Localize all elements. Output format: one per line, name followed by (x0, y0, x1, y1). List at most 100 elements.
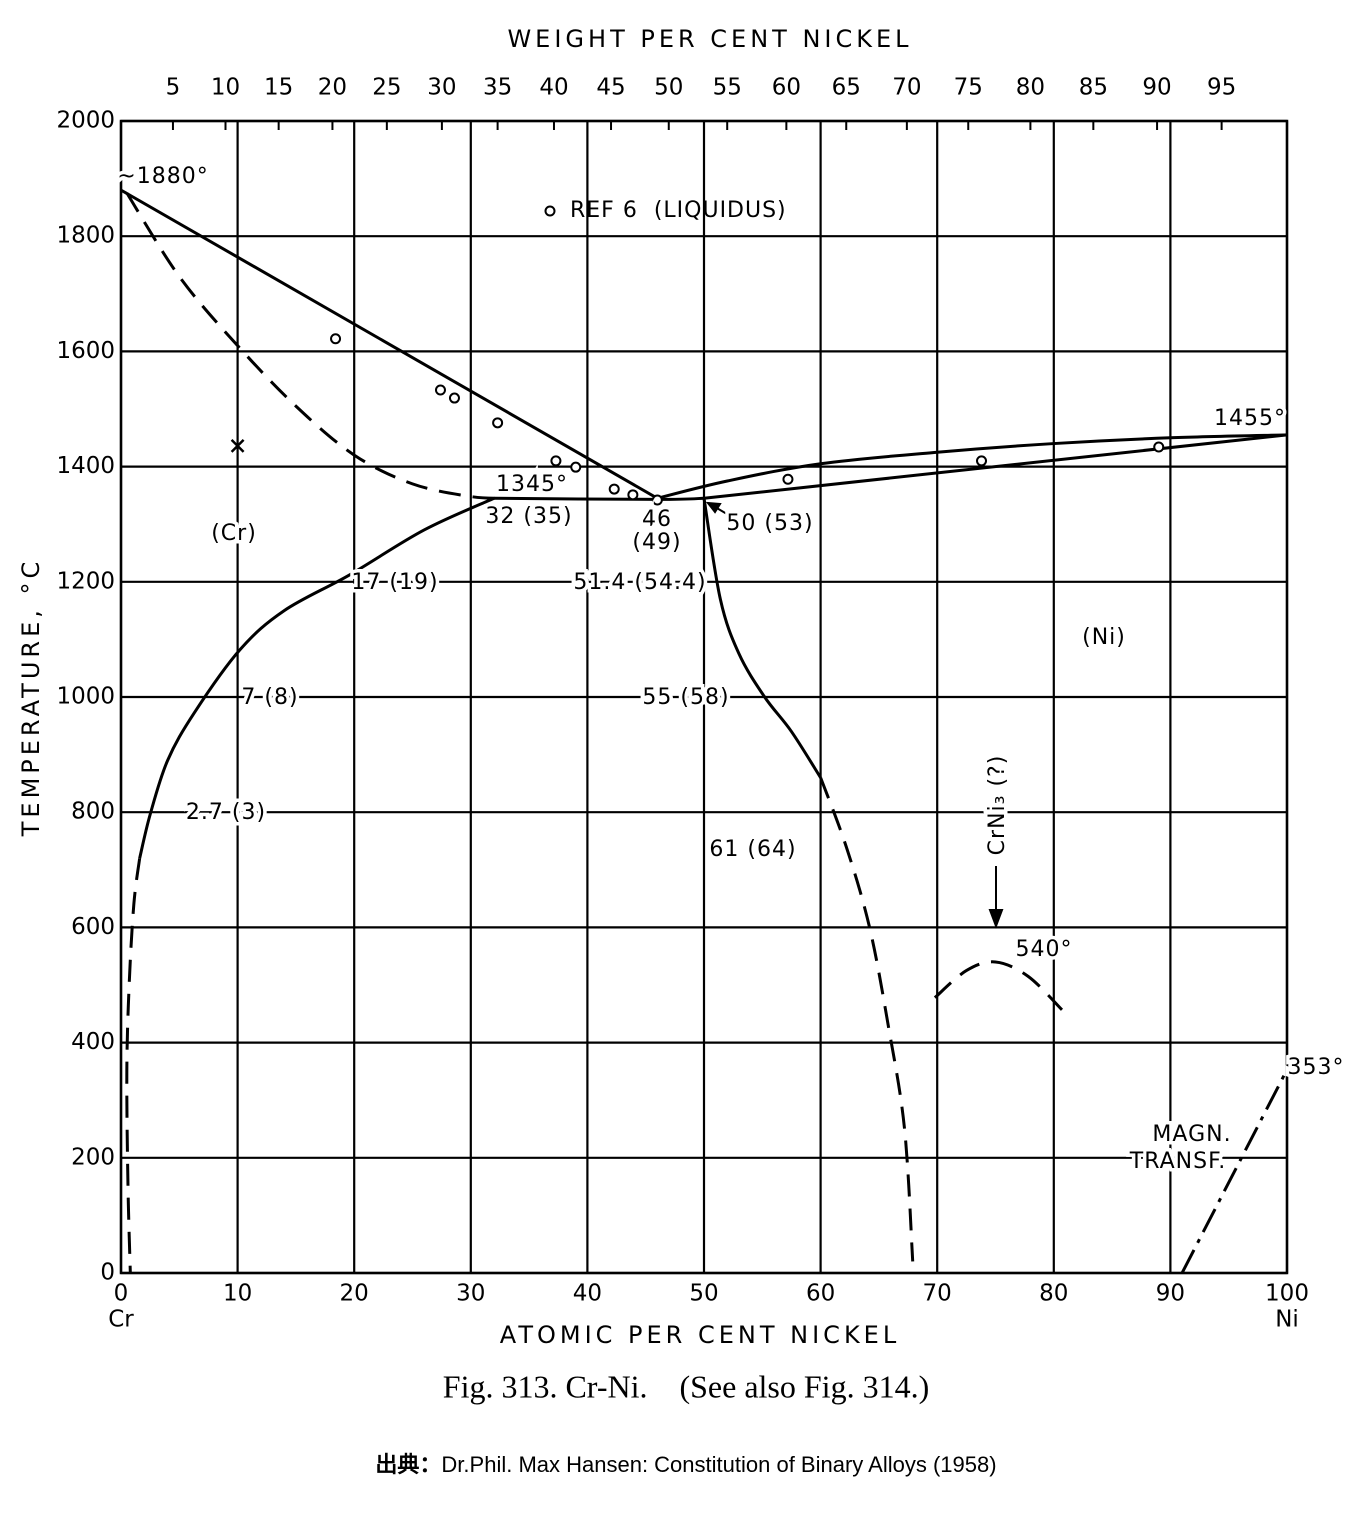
x2-tick-label: 50 (654, 75, 683, 101)
legend-label: REF 6 (LIQUIDUS) (570, 198, 787, 223)
y-tick-label: 2000 (56, 108, 115, 134)
annotation: 51.4 (54.4) (573, 570, 706, 595)
x2-tick-label: 25 (372, 75, 401, 101)
x-tick-label: 10 (223, 1281, 252, 1307)
x-tick-label: 0 (114, 1281, 129, 1307)
y-tick-label: 1600 (56, 338, 115, 364)
x-tick-label: 50 (689, 1281, 718, 1307)
x-axis-title: ATOMIC PER CENT NICKEL (500, 1321, 900, 1349)
x2-tick-label: 40 (539, 75, 568, 101)
annotation: (49) (632, 530, 681, 555)
y-tick-label: 800 (71, 799, 115, 825)
data-point (651, 494, 663, 506)
x-tick-label: 60 (806, 1281, 835, 1307)
x2-tick-label: 10 (211, 75, 240, 101)
x2-tick-label: 35 (483, 75, 512, 101)
y-axis-title: TEMPERATURE, °C (17, 558, 45, 838)
x2-tick-label: 5 (166, 75, 181, 101)
annotation: 1455° (1214, 406, 1286, 431)
phase-boundary (702, 498, 822, 779)
y-tick-label: 600 (71, 914, 115, 940)
annotation: 61 (64) (709, 837, 796, 862)
annotation: TRANSF. (1129, 1149, 1226, 1174)
y-tick-label: 1200 (56, 568, 115, 594)
x-tick-label: 100 (1265, 1281, 1309, 1307)
annotation: 540° (1016, 937, 1073, 962)
x-tick-label: 40 (573, 1281, 602, 1307)
x-end-label: Cr (108, 1307, 134, 1333)
data-point (782, 473, 794, 485)
y-tick-label: 1400 (56, 453, 115, 479)
x-tick-label: 20 (340, 1281, 369, 1307)
x2-tick-label: 85 (1079, 75, 1108, 101)
x2-tick-label: 90 (1142, 75, 1171, 101)
x2-tick-label: 70 (892, 75, 921, 101)
source-label: 出典： (375, 1452, 441, 1477)
x2-tick-label: 15 (264, 75, 293, 101)
annotation: MAGN. (1152, 1122, 1231, 1147)
plot-frame (119, 119, 1289, 1275)
y-tick-label: 1000 (56, 684, 115, 710)
x-tick-label: 90 (1156, 1281, 1185, 1307)
arrows (705, 501, 1004, 929)
annotation: 55 (58) (642, 685, 729, 710)
data-point (330, 333, 342, 345)
phase-boundary (703, 433, 1288, 500)
y-tick-label: 200 (71, 1144, 115, 1170)
annotation: (Cr) (211, 521, 257, 546)
x2-tick-label: 80 (1016, 75, 1045, 101)
x2-tick-label: 75 (954, 75, 983, 101)
arrow-head (988, 909, 1004, 929)
x2-tick-label: 65 (832, 75, 861, 101)
phase-boundary (657, 433, 1288, 500)
data-point (608, 483, 620, 495)
x-tick-label: 80 (1039, 1281, 1068, 1307)
annotation: 2.7 (3) (186, 800, 266, 825)
x2-tick-label: 30 (427, 75, 456, 101)
x2-tick-label: 95 (1207, 75, 1236, 101)
x-end-label: Ni (1275, 1307, 1299, 1333)
x2-tick-label: 60 (772, 75, 801, 101)
x2-axis-title: WEIGHT PER CENT NICKEL (507, 25, 912, 53)
y-tick-label: 400 (71, 1029, 115, 1055)
annotation: 1345° (496, 472, 568, 497)
phase-boundary (933, 960, 1064, 1011)
source: 出典：Dr.Phil. Max Hansen: Constitution of … (375, 1452, 996, 1477)
phase-boundary (1180, 1068, 1289, 1274)
annotation: CrNi₃ (?) (985, 755, 1010, 856)
phase-boundary (494, 496, 705, 501)
annotation: (Ni) (1082, 625, 1126, 650)
x-tick-label: 30 (456, 1281, 485, 1307)
data-point (434, 384, 446, 396)
annotation: ~1880° (117, 164, 208, 189)
data-point (1153, 441, 1165, 453)
cross-point (230, 438, 245, 453)
data-point (570, 461, 582, 473)
data-point (492, 417, 504, 429)
annotation: 46 (642, 507, 672, 532)
data-point (448, 392, 460, 404)
y-tick-label: 1800 (56, 223, 115, 249)
arrow-head (705, 501, 722, 514)
phase-boundary (125, 858, 142, 1274)
phase-boundary (138, 496, 495, 859)
x2-tick-label: 55 (713, 75, 742, 101)
y-tick-label: 0 (100, 1260, 115, 1286)
annotation: 353° (1288, 1055, 1345, 1080)
x2-tick-label: 45 (596, 75, 625, 101)
annotation: 50 (53) (726, 511, 813, 536)
legend-marker (544, 205, 556, 217)
data-point (550, 455, 562, 467)
phase-boundary (120, 188, 659, 500)
phase-boundary (819, 777, 915, 1262)
data-point (627, 489, 639, 501)
phase-boundary (125, 192, 506, 500)
annotation: 32 (35) (485, 504, 572, 529)
x2-tick-label: 20 (318, 75, 347, 101)
annotation: 17 (19) (351, 570, 438, 595)
source-text: Dr.Phil. Max Hansen: Constitution of Bin… (441, 1452, 996, 1477)
annotation: 7 (8) (241, 685, 298, 710)
caption: Fig. 313. Cr-Ni. (See also Fig. 314.) (443, 1368, 929, 1404)
